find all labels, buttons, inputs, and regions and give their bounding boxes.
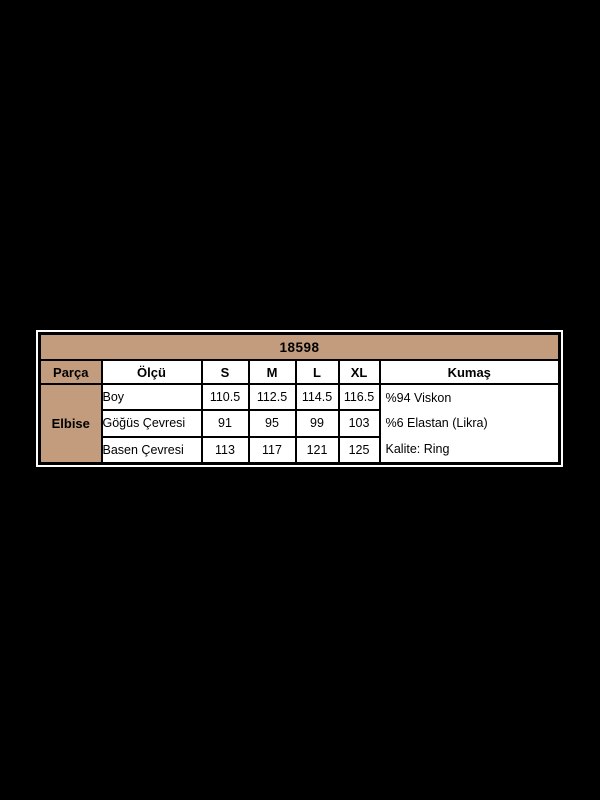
table-header-row: Parça Ölçü S M L XL Kumaş [38,359,561,385]
size-value-cell: 114.5 [294,382,340,412]
size-value-cell: 99 [294,409,340,438]
fabric-line: Kalite: Ring [385,442,450,457]
fabric-line: %94 Viskon [385,390,452,405]
measure-name-cell: Göğüs Çevresi [100,409,203,438]
size-chart-table: 18598 Parça Ölçü S M L XL Kumaş Elbise B… [38,332,561,465]
table-row: Elbise Boy 110.5 112.5 114.5 116.5 %94 V… [38,382,561,465]
size-value-cell: 117 [247,435,297,465]
header-parca: Parça [38,359,103,385]
fabric-info-cell: %94 Viskon %6 Elastan (Likra) Kalite: Ri… [378,383,561,465]
header-size-l: L [294,359,340,385]
fabric-lines: %94 Viskon %6 Elastan (Likra) Kalite: Ri… [382,386,558,462]
size-value-cell: 91 [200,409,250,438]
size-value-cell: 95 [247,409,297,438]
size-value-cell: 103 [337,409,381,438]
size-chart-card: 18598 Parça Ölçü S M L XL Kumaş Elbise B… [36,330,563,467]
fabric-line: %6 Elastan (Likra) [385,416,488,431]
header-size-xl: XL [337,359,381,385]
measure-name-cell: Basen Çevresi [100,435,203,465]
size-value-cell: 116.5 [337,382,381,412]
size-value-cell: 113 [200,435,250,465]
size-value-cell: 121 [294,435,340,465]
size-value-cell: 110.5 [200,382,250,412]
product-code-cell: 18598 [38,332,561,361]
header-olcu: Ölçü [100,359,203,385]
header-size-s: S [200,359,250,385]
table-row: Basen Çevresi 113 117 121 125 [40,435,560,465]
header-kumas: Kumaş [378,359,561,385]
part-name-cell: Elbise [38,383,103,465]
size-value-cell: 112.5 [247,382,297,412]
size-value-cell: 125 [337,435,381,465]
header-size-m: M [247,359,297,385]
measure-name-cell: Boy [100,382,203,412]
table-title-row: 18598 [38,332,561,361]
table-row: Göğüs Çevresi 91 95 99 103 [40,409,560,438]
